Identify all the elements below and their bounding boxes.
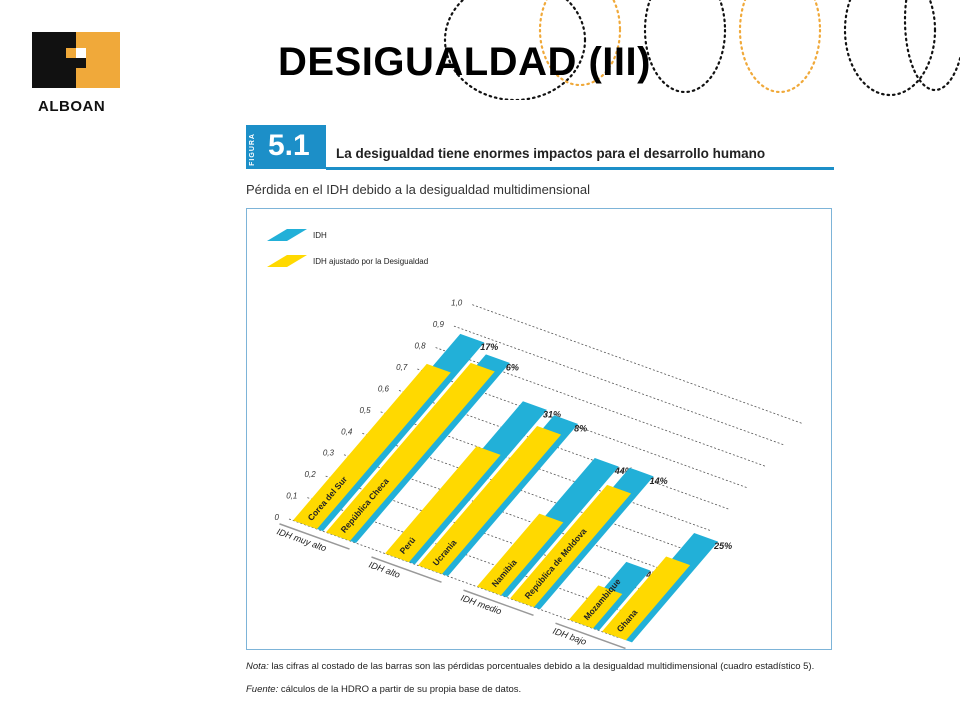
figure-label-word: FIGURA <box>249 133 256 166</box>
note-label: Nota: <box>246 661 269 672</box>
y-tick-label: 0,6 <box>378 384 390 393</box>
gridline <box>435 347 766 467</box>
gridline <box>417 368 748 489</box>
group-baseline <box>279 523 350 550</box>
legend-swatch <box>267 229 307 241</box>
y-tick-labels: 0 0,1 0,2 0,3 0,4 0,5 0,6 0,7 0,8 0,9 1,0 <box>275 299 463 522</box>
bar-idh-adjusted <box>510 484 632 608</box>
chart-note: Nota: las cifras al costado de las barra… <box>246 661 814 672</box>
source-text: cálculos de la HDRO a partir de su propi… <box>280 684 522 695</box>
gridlines <box>288 304 803 639</box>
y-tick-label: 0 <box>275 513 280 522</box>
figure-title: La desigualdad tiene enormes impactos pa… <box>336 146 766 161</box>
gridline <box>288 518 620 639</box>
deco-circle <box>538 0 622 87</box>
bar-idh-adjusted <box>326 362 495 541</box>
legend-label: IDH <box>313 231 327 240</box>
logo-black-square <box>32 32 76 88</box>
legend-label: IDH ajustado por la Desigualdad <box>313 257 428 266</box>
gridline <box>307 497 638 617</box>
loss-label: 25% <box>713 541 732 551</box>
chart: 0 0,1 0,2 0,3 0,4 0,5 0,6 0,7 0,8 0,9 1,0 Corea de… <box>267 229 803 649</box>
y-tick-label: 0,1 <box>286 492 297 501</box>
alboan-logo <box>32 32 120 88</box>
deco-circle <box>903 0 960 92</box>
gridline <box>362 432 693 553</box>
loss-label: 14% <box>650 476 668 486</box>
loss-label: 17% <box>480 342 498 352</box>
gridline <box>453 325 785 446</box>
deco-circle <box>443 0 587 100</box>
group-baseline <box>371 556 442 583</box>
y-tick-label: 0,7 <box>396 363 408 372</box>
y-tick-label: 0,3 <box>323 449 335 458</box>
y-tick-label: 0,2 <box>305 470 317 479</box>
group-label: IDH alto <box>367 559 401 579</box>
figure-number: 5.1 <box>268 129 310 162</box>
gridline <box>472 304 803 424</box>
logo-text: ALBOAN <box>38 98 106 115</box>
loss-label: 8% <box>574 423 587 433</box>
source-label: Fuente: <box>246 684 279 695</box>
legend: IDH IDH ajustado por la Desigualdad <box>267 229 428 267</box>
y-tick-label: 0,9 <box>433 320 445 329</box>
gridline <box>398 390 730 510</box>
group-baseline <box>555 622 626 649</box>
chart-subtitle: Pérdida en el IDH debido a la desigualda… <box>246 182 590 197</box>
logo-black-notch <box>76 58 86 68</box>
decorative-circles <box>443 0 960 100</box>
y-tick-label: 0,8 <box>414 342 426 351</box>
figure-number-block: FIGURA 5.1 <box>246 125 326 169</box>
bar-idh-adjusted <box>602 556 691 641</box>
slide-title: DESIGUALDAD (III) <box>278 40 651 84</box>
group-baseline <box>463 589 534 617</box>
chart-frame: 0 0,1 0,2 0,3 0,4 0,5 0,6 0,7 0,8 0,9 1,0 Corea de… <box>246 208 832 650</box>
gridline <box>380 411 711 532</box>
bar-idh-adjusted <box>569 585 623 629</box>
deco-circle <box>643 0 727 94</box>
note-text: las cifras al costado de las barras son … <box>271 661 815 672</box>
deco-circle <box>843 0 937 97</box>
bar-idh-adjusted <box>477 513 564 596</box>
bar-idh-adjusted <box>418 426 562 574</box>
logo-white-notch <box>76 48 86 58</box>
y-tick-label: 0,5 <box>360 406 372 415</box>
deco-circle <box>738 0 822 94</box>
loss-label: 6% <box>506 362 519 372</box>
y-tick-label: 1,0 <box>451 299 463 308</box>
legend-swatch <box>267 255 307 267</box>
loss-label: 31% <box>543 409 561 419</box>
gridline <box>343 454 675 574</box>
bar-idh-adjusted <box>293 363 451 529</box>
y-tick-label: 0,4 <box>341 427 353 436</box>
bar-idh-adjusted <box>385 446 501 563</box>
chart-source: Fuente: cálculos de la HDRO a partir de … <box>246 684 521 695</box>
gridline <box>325 475 656 596</box>
figure-rule <box>326 167 834 170</box>
figure-header: FIGURA 5.1 La desigualdad tiene enormes … <box>246 125 834 172</box>
logo-orange-notch <box>66 48 76 58</box>
loss-label: 44% <box>614 466 633 476</box>
